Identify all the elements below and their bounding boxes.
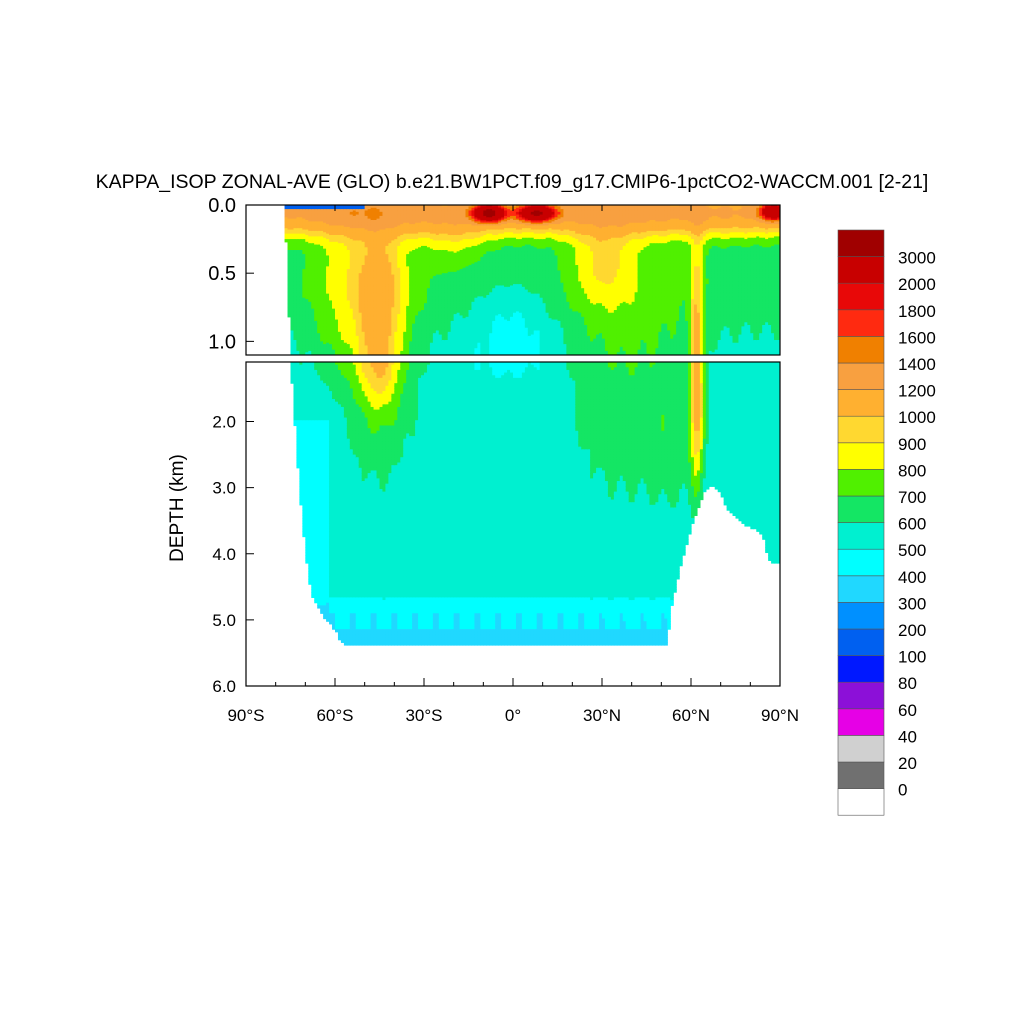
upper-panel-cells [285,205,781,356]
upper-panel [285,205,781,356]
